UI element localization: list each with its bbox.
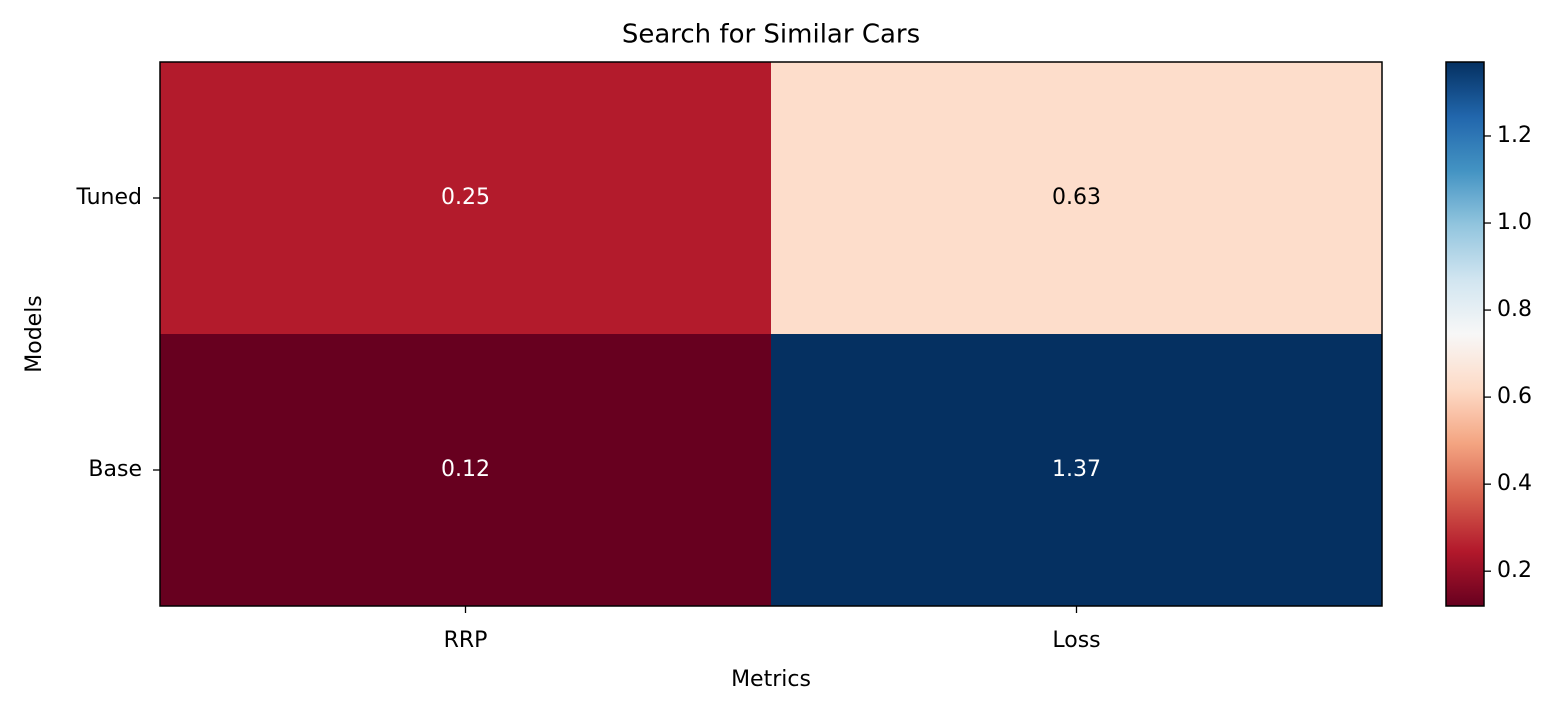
cell-label: 1.37 <box>1052 457 1101 482</box>
colorbar-frame <box>1445 61 1485 607</box>
x-tick-label: Loss <box>1052 628 1100 653</box>
colorbar-tick-label: 0.4 <box>1497 471 1532 496</box>
heatmap-cell <box>771 62 1383 335</box>
colorbar-tick-label: 1.2 <box>1497 123 1532 148</box>
y-tick-label: Tuned <box>76 185 142 210</box>
colorbar-tick-label: 0.2 <box>1497 558 1532 583</box>
y-axis-label: Models <box>22 295 47 373</box>
cell-label: 0.25 <box>441 185 490 210</box>
colorbar-tick-label: 0.6 <box>1497 384 1532 409</box>
cell-label: 0.12 <box>441 457 490 482</box>
heatmap-cell <box>771 334 1383 607</box>
colorbar-tick-label: 1.0 <box>1497 210 1532 235</box>
plot-frame <box>159 61 1383 607</box>
y-tick-label: Base <box>88 457 142 482</box>
cell-label: 0.63 <box>1052 185 1101 210</box>
colorbar-tick-label: 0.8 <box>1497 297 1532 322</box>
colorbar <box>1446 62 1484 606</box>
chart-title: Search for Similar Cars <box>622 20 920 50</box>
x-axis-label: Metrics <box>731 667 811 692</box>
x-tick-label: RRP <box>444 628 488 653</box>
heatmap-cell <box>160 334 772 607</box>
heatmap-cell <box>160 62 772 335</box>
